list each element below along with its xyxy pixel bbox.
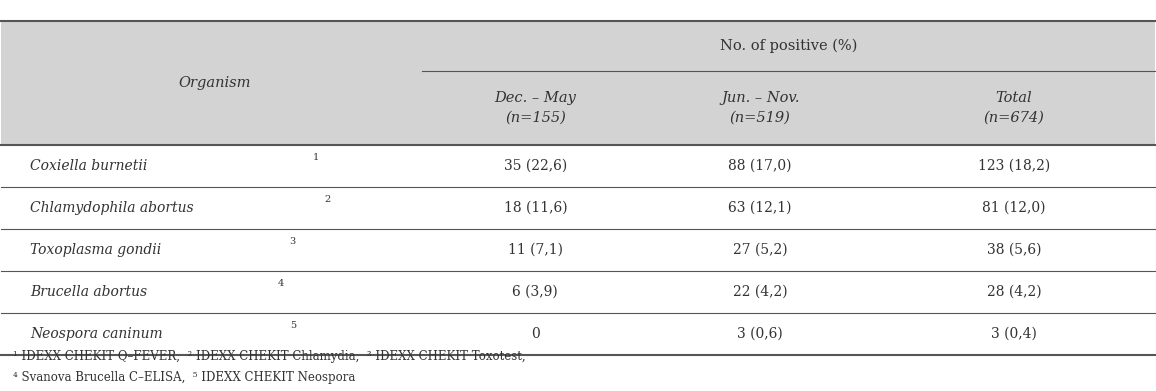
Text: 123 (18,2): 123 (18,2) <box>978 159 1050 173</box>
Text: 22 (4,2): 22 (4,2) <box>733 285 787 299</box>
Text: 88 (17,0): 88 (17,0) <box>728 159 792 173</box>
Text: Toxoplasma gondii: Toxoplasma gondii <box>30 243 162 257</box>
Text: 6 (3,9): 6 (3,9) <box>512 285 558 299</box>
Text: Coxiella burnetii: Coxiella burnetii <box>30 159 148 173</box>
Text: Neospora caninum: Neospora caninum <box>30 327 163 341</box>
Text: 18 (11,6): 18 (11,6) <box>504 201 568 215</box>
Text: 0: 0 <box>531 327 540 341</box>
Text: ¹ IDEXX CHEKIT Q–FEVER,  ² IDEXX CHEKIT Chlamydia,  ³ IDEXX CHEKIT Toxotest,: ¹ IDEXX CHEKIT Q–FEVER, ² IDEXX CHEKIT C… <box>13 350 526 363</box>
Text: 1: 1 <box>313 153 319 162</box>
Text: 35 (22,6): 35 (22,6) <box>504 159 566 173</box>
Text: 11 (7,1): 11 (7,1) <box>507 243 563 257</box>
Text: Brucella abortus: Brucella abortus <box>30 285 147 299</box>
Bar <box>1 21 1155 71</box>
Text: 3 (0,6): 3 (0,6) <box>738 327 783 341</box>
Text: No. of positive (%): No. of positive (%) <box>720 39 857 53</box>
Text: Total
(n=674): Total (n=674) <box>984 91 1044 125</box>
Text: 38 (5,6): 38 (5,6) <box>987 243 1042 257</box>
Bar <box>1 71 1155 145</box>
Text: 3 (0,4): 3 (0,4) <box>991 327 1037 341</box>
Text: Chlamydophila abortus: Chlamydophila abortus <box>30 201 194 215</box>
Text: 28 (4,2): 28 (4,2) <box>986 285 1042 299</box>
Text: 5: 5 <box>290 321 296 330</box>
Text: 63 (12,1): 63 (12,1) <box>728 201 792 215</box>
Text: Organism: Organism <box>178 76 251 90</box>
Text: Jun. – Nov.
(n=519): Jun. – Nov. (n=519) <box>721 91 800 125</box>
Text: 4: 4 <box>279 279 284 288</box>
Text: Dec. – May
(n=155): Dec. – May (n=155) <box>495 91 577 125</box>
Text: ⁴ Svanova Brucella C–ELISA,  ⁵ IDEXX CHEKIT Neospora: ⁴ Svanova Brucella C–ELISA, ⁵ IDEXX CHEK… <box>13 371 355 384</box>
Text: 3: 3 <box>290 237 296 246</box>
Text: 81 (12,0): 81 (12,0) <box>983 201 1046 215</box>
Text: 2: 2 <box>325 195 331 204</box>
Text: 27 (5,2): 27 (5,2) <box>733 243 787 257</box>
